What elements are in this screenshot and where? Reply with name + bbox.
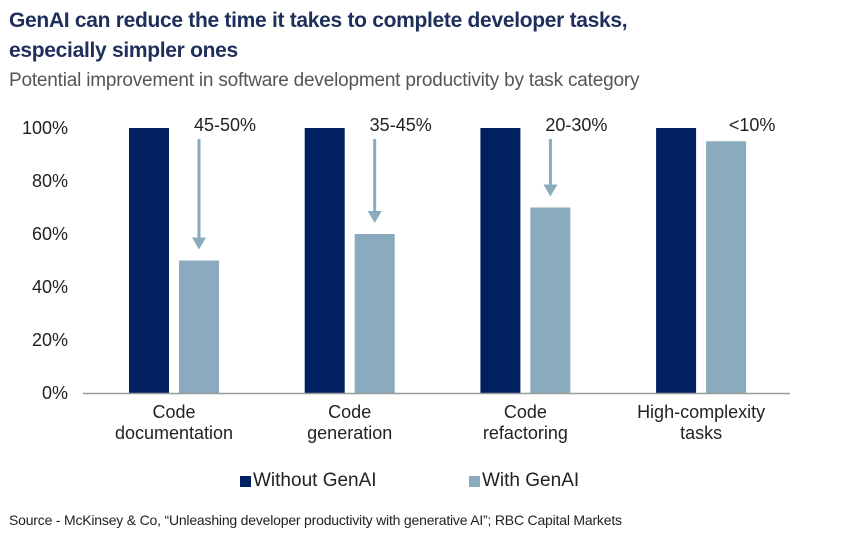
bar-without-genai <box>480 128 521 393</box>
legend-swatch-without-genai <box>240 475 251 487</box>
legend-item-with-genai: With GenAI <box>469 470 579 492</box>
legend-label-with-genai: With GenAI <box>482 470 580 491</box>
bar-with-genai <box>706 141 747 393</box>
x-category-label: tasks <box>680 423 722 443</box>
chart-title: GenAI can reduce the time it takes to co… <box>9 6 628 66</box>
x-category-label: Code <box>504 402 547 422</box>
y-tick-label: 0% <box>42 383 68 403</box>
source-note: Source - McKinsey & Co, “Unleashing deve… <box>9 512 622 528</box>
reduction-annotation: 35-45% <box>370 115 432 135</box>
legend-swatch-with-genai <box>469 475 480 487</box>
y-tick-label: 20% <box>32 330 68 350</box>
chart-title-line-2: especially simpler ones <box>9 39 238 62</box>
legend-item-without-genai: Without GenAI <box>240 470 377 492</box>
reduction-annotation: 45-50% <box>194 115 256 135</box>
y-tick-label: 60% <box>32 224 68 244</box>
arrow-head <box>367 211 382 223</box>
bar-with-genai <box>354 234 395 393</box>
y-tick-label: 40% <box>32 277 68 297</box>
bar-chart: 0%20%40%60%80%100% 45-50%Codedocumentatio… <box>22 115 790 443</box>
chart-title-line-1: GenAI can reduce the time it takes to co… <box>9 9 628 32</box>
bar-without-genai <box>304 128 345 393</box>
arrow-head <box>192 237 206 250</box>
x-category-label: High-complexity <box>637 402 765 422</box>
legend-label-without-genai: Without GenAI <box>253 470 377 491</box>
x-category-label: Code <box>152 402 195 422</box>
x-category-label: generation <box>307 423 392 443</box>
y-tick-label: 80% <box>32 171 68 191</box>
legend: Without GenAI With GenAI <box>0 470 865 494</box>
x-category-label: documentation <box>115 423 233 443</box>
x-category-label: refactoring <box>483 423 568 443</box>
arrow-head <box>543 184 558 197</box>
chart-subtitle: Potential improvement in software develo… <box>9 70 640 91</box>
bar-with-genai <box>179 260 219 393</box>
reduction-annotation: <10% <box>729 115 776 135</box>
reduction-annotation: 20-30% <box>545 115 607 135</box>
x-category-label: Code <box>328 402 371 422</box>
bar-with-genai <box>530 207 571 393</box>
y-tick-label: 100% <box>22 118 68 138</box>
bar-without-genai <box>129 128 169 393</box>
bar-without-genai <box>656 128 697 393</box>
